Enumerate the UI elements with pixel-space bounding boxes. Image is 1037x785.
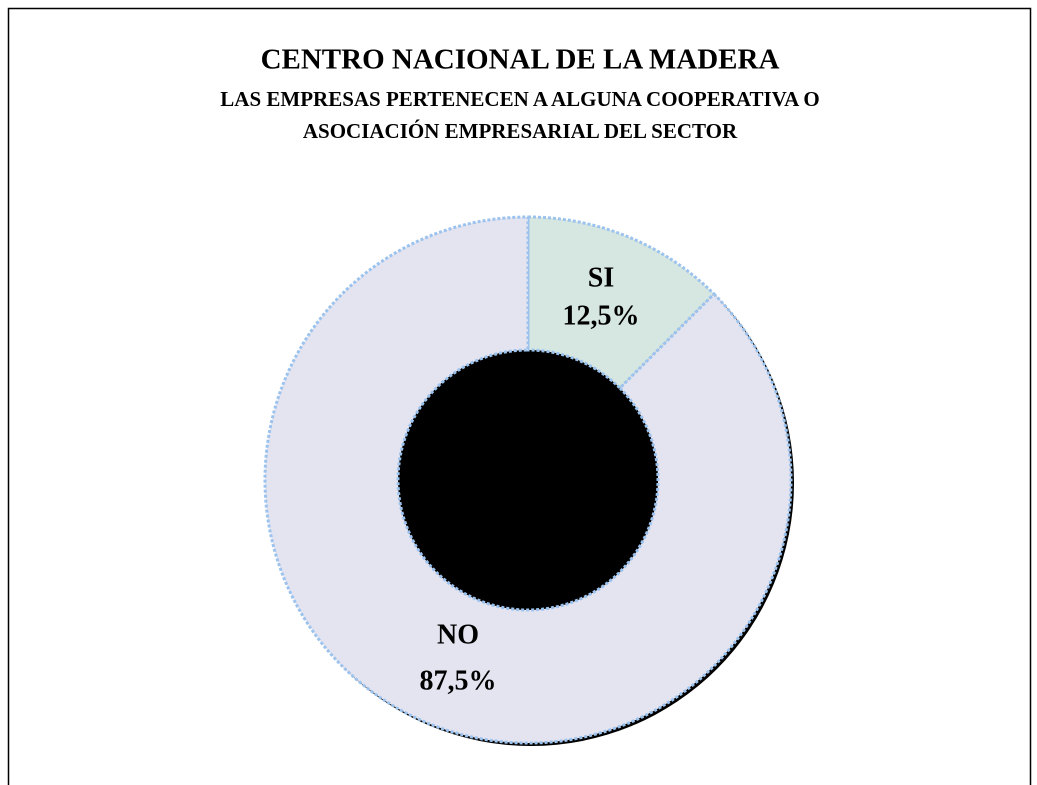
- slice-label: SI: [588, 262, 614, 293]
- chart-subtitle: ASOCIACIÓN EMPRESARIAL DEL SECTOR: [303, 119, 738, 143]
- chart-frame: [7, 7, 1032, 785]
- slice-label: NO: [437, 619, 479, 650]
- chart-subtitle: LAS EMPRESAS PERTENECEN A ALGUNA COOPERA…: [220, 87, 819, 111]
- slice-value-label: 12,5%: [563, 300, 640, 331]
- slice-value-label: 87,5%: [420, 665, 497, 696]
- chart-title: CENTRO NACIONAL DE LA MADERA: [261, 44, 780, 76]
- donut-slice: [526, 215, 717, 391]
- donut-slice: [263, 215, 793, 745]
